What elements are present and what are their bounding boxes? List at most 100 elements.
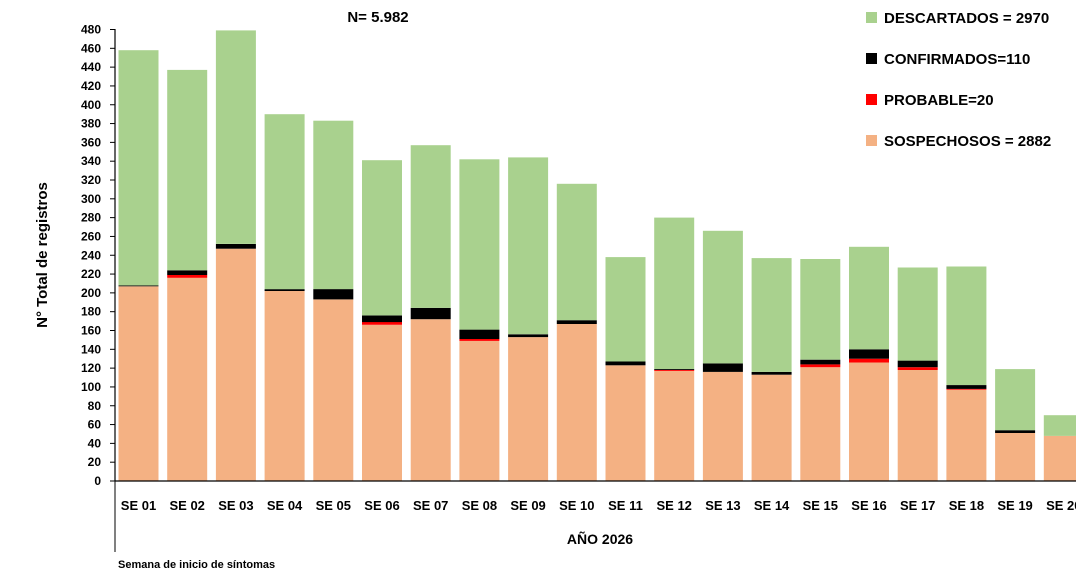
x-tick-label: SE 05 <box>316 498 351 513</box>
y-tick-label: 80 <box>88 399 102 413</box>
legend-swatch <box>866 53 877 64</box>
bar-segment <box>265 289 305 291</box>
legend-swatch <box>866 12 877 23</box>
footnote: Semana de inicio de síntomas <box>118 559 275 571</box>
legend-swatch <box>866 135 877 146</box>
y-tick-label: 160 <box>81 324 101 338</box>
bar-segment <box>216 30 256 244</box>
bar-segment <box>606 362 646 366</box>
bar-segment <box>800 259 840 360</box>
x-tick-label: SE 14 <box>754 498 790 513</box>
legend-label: PROBABLE=20 <box>884 92 994 109</box>
bar-segment <box>849 363 889 482</box>
x-tick-label: SE 07 <box>413 498 448 513</box>
x-tick-label: SE 19 <box>997 498 1032 513</box>
y-tick-label: 400 <box>81 98 101 112</box>
x-tick-label: SE 18 <box>949 498 984 513</box>
bar-segment <box>703 372 743 481</box>
bar-segment <box>362 316 402 323</box>
bar-segment <box>654 218 694 369</box>
bar-segment <box>313 121 353 289</box>
bar-segment <box>898 268 938 361</box>
bar-segment <box>411 308 451 319</box>
x-group-label: AÑO 2026 <box>567 530 633 547</box>
bar-segment <box>995 433 1035 481</box>
y-tick-label: 440 <box>81 60 101 74</box>
y-tick-label: 360 <box>81 135 101 149</box>
bar-segment <box>800 364 840 367</box>
bar-segment <box>119 50 159 285</box>
bar-segment <box>946 390 986 481</box>
x-tick-label: SE 13 <box>705 498 740 513</box>
bar-segment <box>995 369 1035 430</box>
legend-label: SOSPECHOSOS = 2882 <box>884 133 1051 150</box>
bar-segment <box>362 325 402 481</box>
bar-segment <box>703 363 743 372</box>
bar-segment <box>800 360 840 365</box>
bar-segment <box>557 320 597 324</box>
legend-label: CONFIRMADOS=110 <box>884 51 1030 68</box>
bar-segment <box>119 285 159 286</box>
bar-segment <box>216 244 256 249</box>
x-tick-label: SE 11 <box>608 498 643 513</box>
bar-segment <box>265 114 305 289</box>
bar-segment <box>898 367 938 370</box>
x-tick-label: SE 02 <box>169 498 204 513</box>
bar-segment <box>946 389 986 390</box>
legend: DESCARTADOS = 2970CONFIRMADOS=110PROBABL… <box>866 10 1051 150</box>
bar-segment <box>167 278 207 481</box>
bar-segment <box>459 339 499 341</box>
y-tick-label: 0 <box>94 474 101 488</box>
bar-segment <box>167 70 207 270</box>
bar-segment <box>557 184 597 320</box>
bar-segment <box>898 361 938 368</box>
y-tick-label: 220 <box>81 267 101 281</box>
bar-segment <box>654 371 694 481</box>
bar-segment <box>849 359 889 363</box>
bar-segment <box>946 267 986 386</box>
x-tick-label: SE 12 <box>656 498 691 513</box>
y-tick-label: 180 <box>81 305 101 319</box>
y-tick-label: 40 <box>88 436 102 450</box>
x-tick-label: SE 08 <box>462 498 497 513</box>
bar-segment <box>508 334 548 337</box>
y-tick-label: 120 <box>81 361 101 375</box>
bar-segment <box>1044 436 1076 481</box>
y-tick-label: 260 <box>81 229 101 243</box>
x-tick-label: SE 10 <box>559 498 594 513</box>
x-tick-label: SE 04 <box>267 498 303 513</box>
bar-segment <box>654 370 694 371</box>
bar-segment <box>849 247 889 349</box>
x-tick-label: SE 06 <box>364 498 399 513</box>
y-tick-label: 240 <box>81 248 101 262</box>
bar-segment <box>752 258 792 372</box>
bar-segment <box>508 337 548 481</box>
y-tick-label: 420 <box>81 79 101 93</box>
bar-segment <box>995 430 1035 433</box>
bar-segment <box>654 369 694 370</box>
bar-segment <box>119 286 159 481</box>
y-tick-label: 460 <box>81 41 101 55</box>
x-tick-label: SE 20 <box>1046 498 1076 513</box>
x-tick-label: SE 09 <box>510 498 545 513</box>
y-tick-label: 100 <box>81 380 101 394</box>
x-tick-label: SE 17 <box>900 498 935 513</box>
bar-segment <box>411 145 451 308</box>
chart-title: N= 5.982 <box>347 9 408 26</box>
bar-segment <box>1044 415 1076 436</box>
y-axis-label: N° Total de registros <box>34 182 51 328</box>
y-tick-label: 200 <box>81 286 101 300</box>
legend-swatch <box>866 94 877 105</box>
bar-segment <box>752 375 792 481</box>
y-tick-label: 340 <box>81 154 101 168</box>
bar-segment <box>946 385 986 389</box>
bar-segment <box>459 330 499 339</box>
bar-segment <box>265 291 305 481</box>
bar-segment <box>362 322 402 325</box>
x-tick-label: SE 01 <box>121 498 156 513</box>
y-tick-label: 320 <box>81 173 101 187</box>
bar-segment <box>752 372 792 375</box>
